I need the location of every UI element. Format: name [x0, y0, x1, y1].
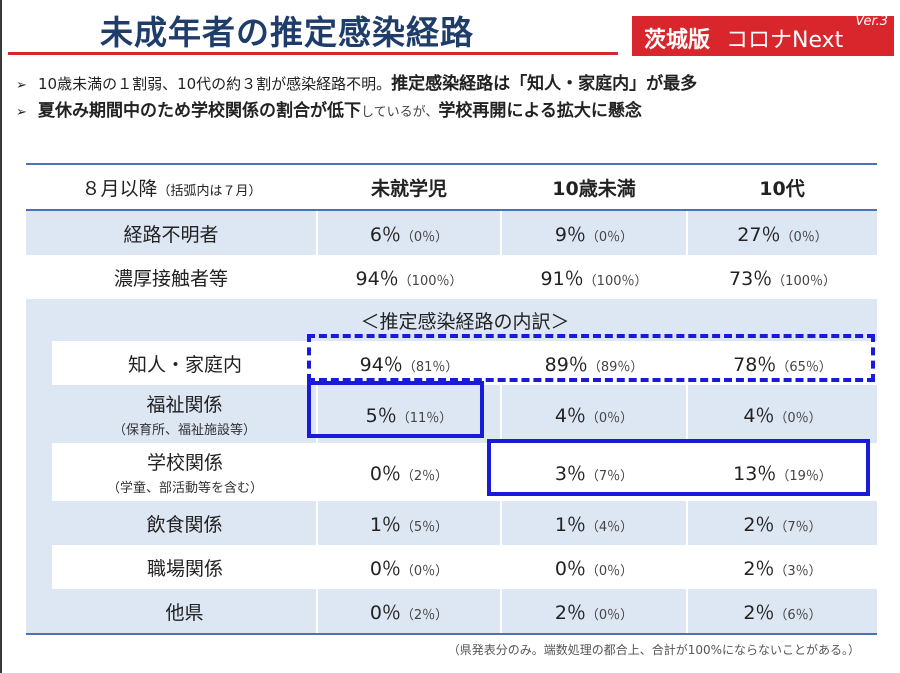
cell-preschool: 0％（0％） — [317, 545, 502, 589]
brand-badge: 茨城版 コロナNext Ver.3 — [632, 14, 894, 56]
row-label: 学校関係 （学童、部活動等を含む） — [53, 443, 318, 501]
bullet-arrow-icon: ➢ — [16, 105, 27, 120]
cell-under10: 0％（0％） — [501, 545, 688, 589]
cell-preschool: 6％（0％） — [317, 210, 502, 255]
cell-preschool: 0％（2％） — [317, 589, 502, 635]
bullet-1-text: 10歳未満の１割弱、10代の約３割が感染経路不明。 — [38, 75, 392, 93]
cell-under10: 1％（4％） — [501, 501, 688, 545]
header-col-teens: 10代 — [687, 163, 877, 211]
highlight-welfare-preschool — [307, 381, 484, 438]
table-row: 飲食関係 1％（5％） 1％（4％） 2％（7％） — [26, 501, 877, 545]
cell-under10: 3％（7％） — [501, 443, 688, 501]
header-period-note: （括弧内は７月） — [157, 183, 262, 199]
table-row: 職場関係 0％（0％） 0％（0％） 2％（3％） — [26, 545, 877, 589]
title-underline — [8, 52, 618, 55]
cell-preschool: 94％（100％） — [317, 255, 502, 299]
page-title: 未成年者の推定感染経路 — [100, 13, 474, 52]
highlight-acquaintance-family-dashed — [307, 334, 875, 382]
bullet-2-emphasis-2: 学校再開による拡大に懸念 — [438, 101, 642, 121]
table-header-row: ８月以降（括弧内は７月） 未就学児 10歳未満 10代 — [26, 163, 877, 211]
breakdown-indent — [26, 299, 53, 341]
cell-teens: 27％（0％） — [687, 210, 877, 255]
row-label: 経路不明者 — [26, 210, 318, 255]
cell-teens: 4％（0％） — [687, 385, 877, 443]
header-col-preschool: 未就学児 — [317, 163, 501, 211]
cell-preschool: 0％（2％） — [317, 443, 502, 501]
row-label: 知人・家庭内 — [53, 341, 318, 385]
cell-teens: 2％（3％） — [687, 545, 877, 589]
footnote: （県発表分のみ。端数処理の都合上、合計が100%にならないことがある。） — [447, 643, 860, 657]
cell-teens: 2％（6％） — [687, 589, 877, 635]
cell-teens: 78％（65％） — [687, 341, 877, 385]
bullet-1: ➢ 10歳未満の１割弱、10代の約３割が感染経路不明。推定感染経路は「知人・家庭内… — [16, 69, 697, 94]
cell-under10: 2％（0％） — [501, 589, 688, 635]
infection-route-table: ８月以降（括弧内は７月） 未就学児 10歳未満 10代 経路不明者 6％（0％）… — [26, 163, 877, 635]
row-label: 福祉関係 （保育所、福祉施設等） — [53, 385, 318, 443]
cell-under10: 4％（0％） — [501, 385, 688, 443]
cell-teens: 13％（19％） — [687, 443, 877, 501]
badge-version: Ver.3 — [855, 14, 888, 29]
cell-teens: 73％（100％） — [687, 255, 877, 299]
highlight-school-under10-teens — [487, 439, 870, 496]
bullet-2-emphasis-1: 夏休み期間中のため学校関係の割合が低下 — [38, 101, 361, 121]
row-label: 濃厚接触者等 — [26, 255, 318, 299]
badge-brand: コロナNext — [726, 28, 844, 53]
header-period-label: ８月以降（括弧内は７月） — [26, 163, 317, 211]
table-row: 経路不明者 6％（0％） 9％（0％） 27％（0％） — [26, 210, 877, 255]
table-row: 知人・家庭内 94％（81％） 89％（89％） 78％（65％） — [26, 341, 877, 385]
cell-under10: 9％（0％） — [501, 210, 688, 255]
row-label: 職場関係 — [53, 545, 318, 589]
table-row: 学校関係 （学童、部活動等を含む） 0％（2％） 3％（7％） 13％（19％） — [26, 443, 877, 501]
table-row: 福祉関係 （保育所、福祉施設等） 5％（11％） 4％（0％） 4％（0％） — [26, 385, 877, 443]
bullet-2-connector: しているが、 — [361, 105, 439, 120]
breakdown-indent — [26, 545, 54, 589]
row-label: 他県 — [53, 589, 318, 635]
bullet-1-emphasis: 推定感染経路は「知人・家庭内」が最多 — [391, 74, 698, 94]
cell-preschool: 94％（81％） — [317, 341, 502, 385]
cell-preschool: 5％（11％） — [317, 385, 502, 443]
breakdown-indent — [26, 589, 53, 635]
row-label: 飲食関係 — [53, 501, 318, 545]
cell-teens: 2％（7％） — [687, 501, 877, 545]
badge-prefix: 茨城版 — [644, 28, 711, 53]
breakdown-indent — [26, 443, 54, 501]
cell-preschool: 1％（5％） — [317, 501, 502, 545]
left-edge-rule — [0, 0, 2, 673]
breakdown-indent — [26, 501, 53, 545]
bullet-2: ➢ 夏休み期間中のため学校関係の割合が低下しているが、学校再開による拡大に懸念 — [16, 96, 642, 121]
breakdown-indent — [26, 385, 53, 443]
row-sublabel: （学童、部活動等を含む） — [106, 481, 263, 496]
cell-under10: 89％（89％） — [501, 341, 688, 385]
cell-under10: 91％（100％） — [501, 255, 688, 299]
bullet-arrow-icon: ➢ — [16, 78, 27, 93]
table-row: 濃厚接触者等 94％（100％） 91％（100％） 73％（100％） — [26, 255, 877, 299]
row-sublabel: （保育所、福祉施設等） — [112, 423, 256, 438]
table-row: 他県 0％（2％） 2％（0％） 2％（6％） — [26, 589, 877, 635]
breakdown-indent — [26, 341, 54, 385]
header-col-under10: 10歳未満 — [501, 163, 687, 211]
